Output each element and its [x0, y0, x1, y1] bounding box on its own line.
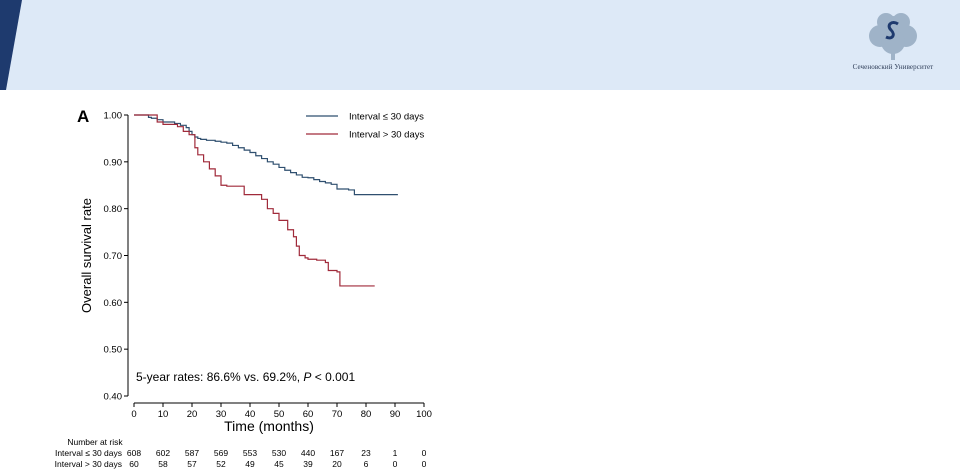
panel-label: A: [77, 107, 89, 126]
risk-cell: 1: [393, 448, 398, 458]
x-tick-label: 50: [274, 409, 285, 420]
y-tick-label: 0.70: [104, 251, 123, 262]
y-tick-label: 0.60: [104, 298, 123, 309]
risk-cell: 167: [330, 448, 344, 458]
risk-cell: 58: [158, 459, 168, 469]
risk-cell: 0: [393, 459, 398, 469]
logo-caption: Сеченовский Университет: [852, 63, 934, 71]
risk-cell: 0: [422, 448, 427, 458]
risk-cell: 553: [243, 448, 257, 458]
y-tick-label: 0.40: [104, 392, 123, 403]
university-tree-s-icon: [869, 13, 917, 60]
x-tick-label: 40: [245, 409, 256, 420]
y-tick-label: 1.00: [104, 111, 123, 122]
risk-row-label-1: Interval ≤ 30 days: [55, 448, 122, 458]
risk-cell: 23: [361, 448, 371, 458]
risk-cell: 440: [301, 448, 315, 458]
risk-cell: 6: [364, 459, 369, 469]
risk-cell: 602: [156, 448, 170, 458]
y-axis-label: Overall survival rate: [79, 198, 94, 313]
x-tick-label: 10: [158, 409, 169, 420]
series-line-1: [134, 114, 398, 196]
x-tick-label: 100: [416, 409, 432, 420]
x-axis-label: Time (months): [224, 418, 314, 434]
series-line-2: [134, 114, 375, 287]
risk-cell: 52: [216, 459, 226, 469]
x-tick-label: 30: [216, 409, 227, 420]
risk-cell: 20: [332, 459, 342, 469]
x-tick-label: 0: [131, 409, 136, 420]
risk-cell: 60: [129, 459, 139, 469]
x-tick-label: 20: [187, 409, 198, 420]
legend-label-2: Interval > 30 days: [349, 130, 425, 141]
y-tick-label: 0.80: [104, 204, 123, 215]
risk-cell: 569: [214, 448, 228, 458]
y-tick-label: 0.90: [104, 157, 123, 168]
x-tick-label: 90: [390, 409, 401, 420]
legend-label-1: Interval ≤ 30 days: [349, 112, 424, 123]
x-tick-label: 60: [303, 409, 314, 420]
risk-cell: 57: [187, 459, 197, 469]
risk-cell: 608: [127, 448, 141, 458]
risk-cell: 0: [422, 459, 427, 469]
annotation-text: 5-year rates: 86.6% vs. 69.2%, P < 0.001: [136, 370, 355, 384]
risk-cell: 530: [272, 448, 286, 458]
risk-cell: 39: [303, 459, 313, 469]
y-tick-label: 0.50: [104, 345, 123, 356]
risk-cell: 587: [185, 448, 199, 458]
header-accent-stripe: [0, 0, 22, 90]
survival-chart: A0.400.500.600.700.800.901.000 10 20 30 40 50…: [55, 107, 432, 469]
x-tick-label: 80: [361, 409, 372, 420]
risk-table-title: Number at risk: [67, 437, 123, 447]
risk-row-label-2: Interval > 30 days: [55, 459, 122, 469]
risk-cell: 45: [274, 459, 284, 469]
slide-header: Сеченовский Университет: [0, 0, 960, 90]
x-tick-label: 70: [332, 409, 343, 420]
university-logo: Сеченовский Университет: [838, 8, 948, 78]
risk-cell: 49: [245, 459, 255, 469]
